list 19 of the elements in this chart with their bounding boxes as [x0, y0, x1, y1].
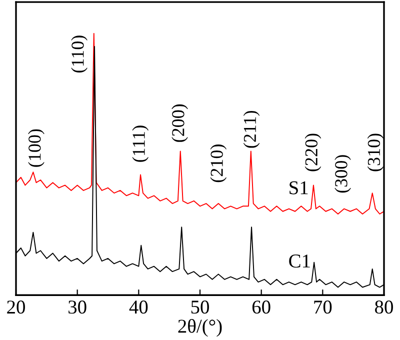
- annotation: (110): [71, 36, 88, 72]
- annotation: (210): [210, 144, 227, 182]
- annotation: (310): [367, 134, 384, 172]
- x-tick-label: 50: [191, 300, 209, 314]
- series-label: S1: [290, 181, 308, 194]
- x-tick-label: 30: [68, 300, 86, 314]
- annotation: (100): [28, 129, 44, 167]
- x-tick-label: 20: [7, 300, 25, 314]
- annotation: (111): [132, 126, 149, 162]
- series-label: C1: [289, 254, 310, 268]
- x-tick-label: 40: [129, 300, 148, 314]
- x-axis-title: 2θ/(°): [178, 319, 222, 337]
- annotation: (200): [172, 104, 188, 142]
- annotation: (220): [304, 134, 322, 172]
- annotation: (300): [334, 155, 351, 193]
- x-tick-label: 70: [314, 300, 332, 314]
- x-tick-label: 80: [375, 300, 393, 314]
- x-tick-label: 60: [252, 300, 270, 314]
- annotation: (211): [243, 110, 260, 148]
